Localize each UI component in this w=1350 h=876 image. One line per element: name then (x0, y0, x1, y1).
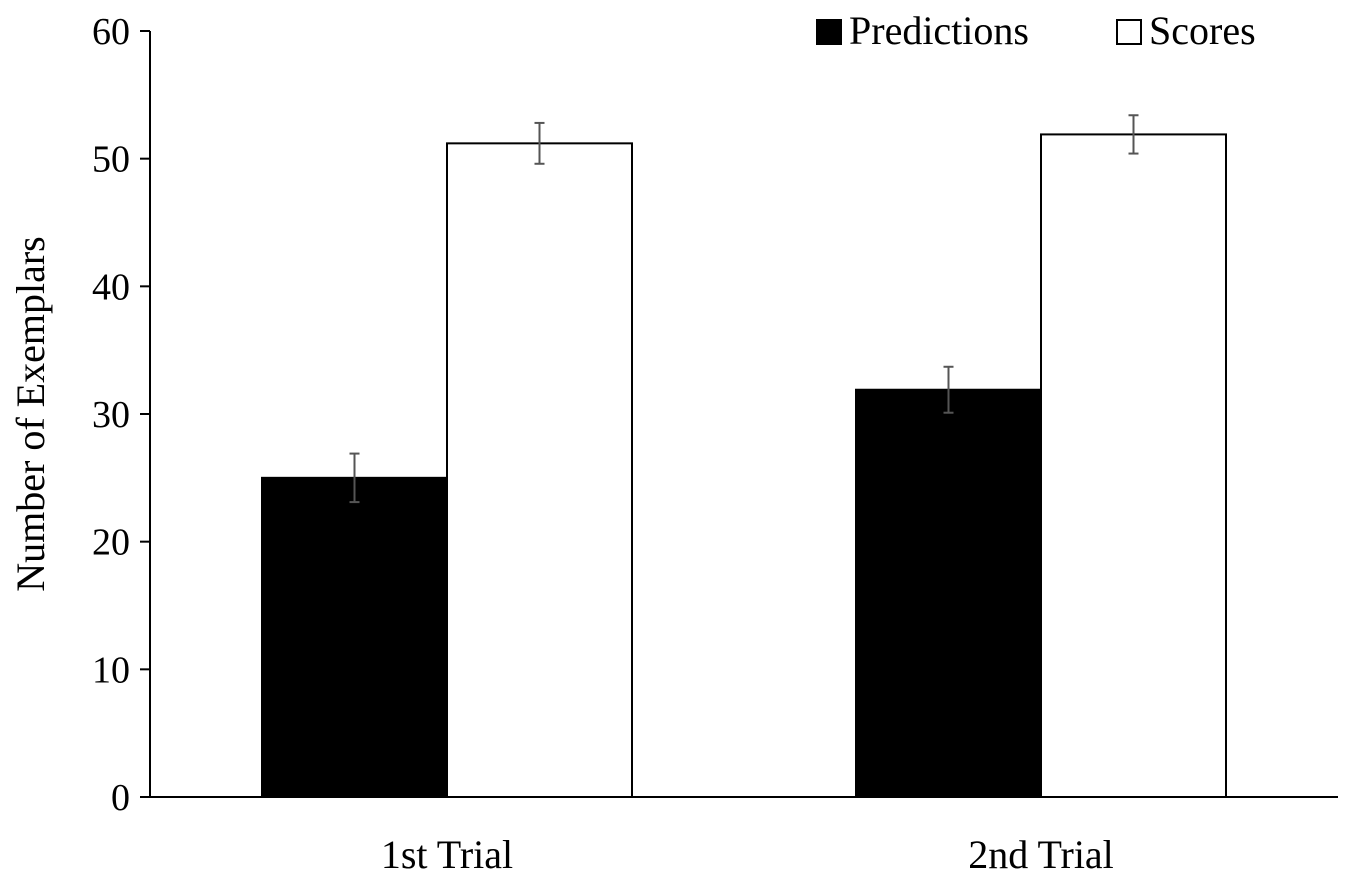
legend-item-scores: Scores (1116, 8, 1256, 53)
legend-swatch (1116, 19, 1142, 45)
y-tick-label: 10 (92, 649, 130, 691)
y-axis-title: Number of Exemplars (8, 236, 53, 591)
error-bars (349, 114, 1139, 504)
bars (261, 133, 1227, 799)
x-category-label: 1st Trial (381, 832, 513, 876)
legend-label: Predictions (849, 8, 1029, 53)
x-category-label: 2nd Trial (968, 832, 1114, 876)
y-axis-ticks: 0 10 20 30 40 50 60 (92, 11, 150, 819)
y-tick-label: 50 (92, 139, 130, 181)
y-tick-label: 0 (111, 777, 130, 819)
legend-swatch (816, 19, 842, 45)
legend: Predictions Scores (816, 8, 1256, 53)
bar-predictions-2 (855, 388, 1042, 798)
error-bar-predictions-2 (943, 365, 954, 414)
error-bar-scores-1 (534, 121, 545, 165)
error-bar-scores-2 (1128, 114, 1139, 155)
bar-predictions-1 (261, 476, 448, 798)
x-axis-category-labels: 1st Trial 2nd Trial (381, 832, 1114, 876)
y-tick-label: 20 (92, 522, 130, 564)
error-bar-predictions-1 (349, 452, 360, 504)
y-tick-label: 60 (92, 11, 130, 53)
bar-scores-1 (446, 142, 633, 798)
legend-label: Scores (1149, 8, 1256, 53)
y-tick-label: 40 (92, 266, 130, 308)
legend-item-predictions: Predictions (816, 8, 1029, 53)
bar-scores-2 (1040, 133, 1227, 799)
y-tick-label: 30 (92, 394, 130, 436)
